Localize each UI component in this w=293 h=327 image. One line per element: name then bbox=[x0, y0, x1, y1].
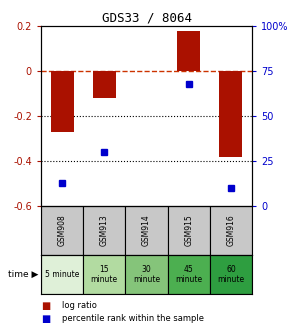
Bar bbox=[177, 31, 200, 71]
Text: ■: ■ bbox=[41, 314, 50, 324]
Bar bbox=[125, 206, 168, 255]
Bar bbox=[219, 71, 243, 157]
Bar bbox=[83, 206, 125, 255]
Bar bbox=[41, 206, 83, 255]
Text: GSM915: GSM915 bbox=[184, 215, 193, 247]
Text: log ratio: log ratio bbox=[62, 301, 96, 310]
Bar bbox=[93, 71, 116, 98]
Text: GSM916: GSM916 bbox=[226, 215, 235, 247]
Bar bbox=[41, 255, 83, 294]
Text: GSM908: GSM908 bbox=[58, 215, 67, 247]
Bar bbox=[210, 206, 252, 255]
Bar bbox=[168, 206, 210, 255]
Text: GSM913: GSM913 bbox=[100, 215, 109, 247]
Text: GSM914: GSM914 bbox=[142, 215, 151, 247]
Bar bbox=[50, 71, 74, 132]
Text: 45
minute: 45 minute bbox=[175, 265, 202, 284]
Text: 30
minute: 30 minute bbox=[133, 265, 160, 284]
Text: 5 minute: 5 minute bbox=[45, 270, 79, 279]
Bar bbox=[83, 255, 125, 294]
Bar bbox=[168, 255, 210, 294]
Text: time ▶: time ▶ bbox=[8, 270, 38, 279]
Text: 15
minute: 15 minute bbox=[91, 265, 118, 284]
Text: ■: ■ bbox=[41, 301, 50, 311]
Text: 60
minute: 60 minute bbox=[217, 265, 244, 284]
Bar bbox=[210, 255, 252, 294]
Title: GDS33 / 8064: GDS33 / 8064 bbox=[101, 12, 192, 25]
Bar bbox=[125, 255, 168, 294]
Text: percentile rank within the sample: percentile rank within the sample bbox=[62, 314, 204, 323]
